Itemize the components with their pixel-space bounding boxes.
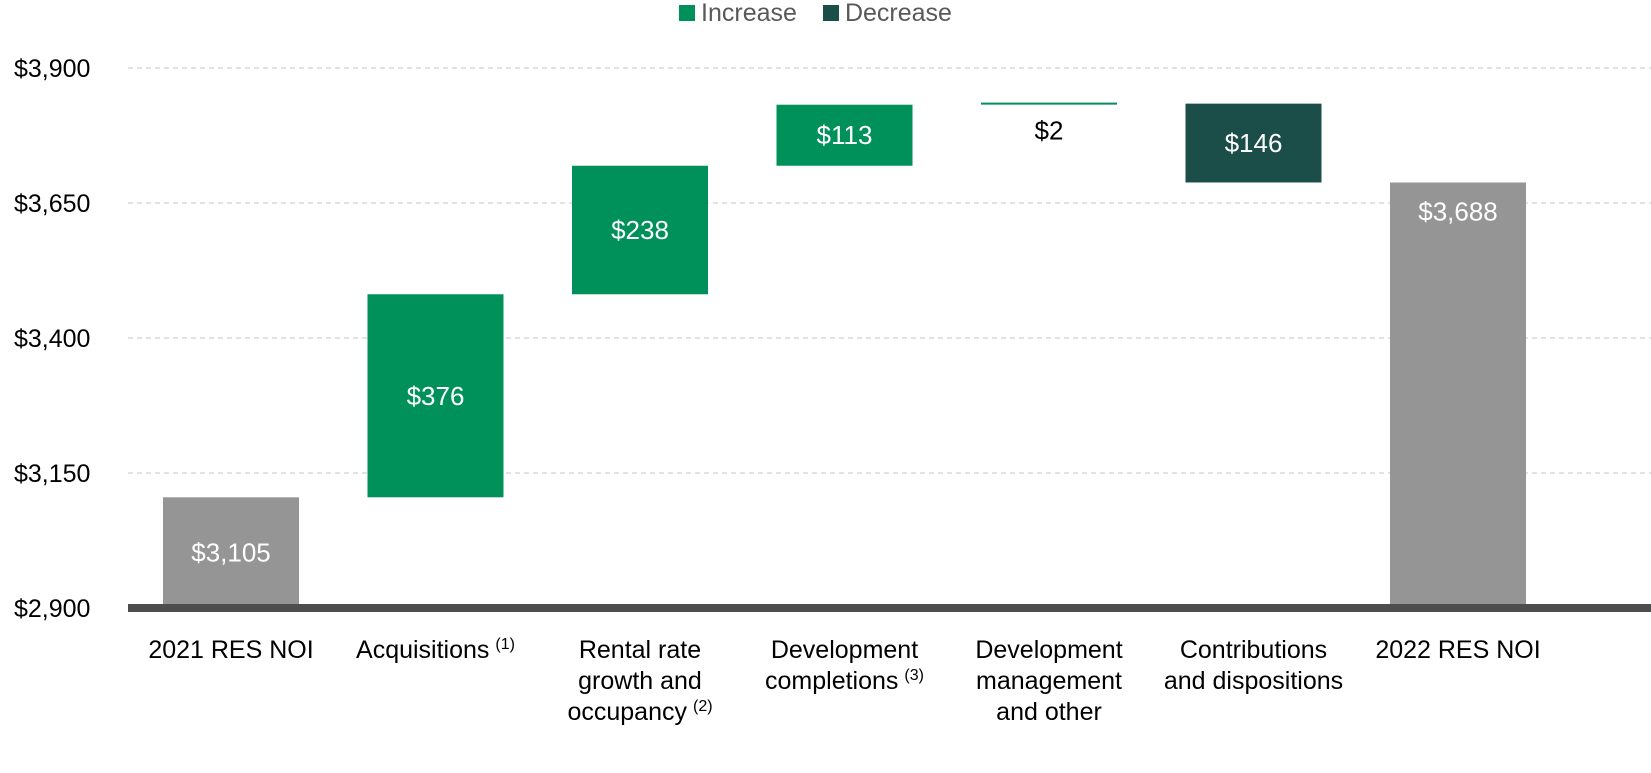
bar-decrease — [1185, 103, 1322, 183]
y-tick-label: $3,650 — [14, 190, 90, 218]
bar-total — [163, 497, 299, 608]
bar-increase — [776, 104, 913, 166]
x-tick-label: 2022 RES NOI — [1375, 636, 1540, 664]
legend-swatch-decrease — [822, 5, 839, 21]
legend-item-decrease: Decrease — [822, 0, 952, 27]
y-tick-label: $3,400 — [14, 325, 90, 353]
data-label: $2 — [1035, 116, 1064, 146]
data-label: $3,688 — [1418, 196, 1498, 226]
x-tick-label: Development completions (3) — [765, 636, 924, 695]
data-label: $146 — [1225, 128, 1283, 158]
data-label: $3,105 — [191, 538, 271, 568]
bar-increase — [367, 294, 504, 498]
y-tick-label: $3,900 — [14, 55, 90, 83]
x-tick-label: Development management and other — [975, 636, 1122, 726]
y-tick-label: $3,150 — [14, 460, 90, 488]
data-label: $113 — [817, 120, 873, 150]
legend-item-increase: Increase — [679, 0, 797, 27]
x-tick-label: 2021 RES NOI — [148, 636, 313, 664]
legend-label-decrease: Decrease — [844, 0, 952, 27]
x-tick-label: Acquisitions (1) — [356, 636, 515, 664]
legend-label-increase: Increase — [701, 0, 797, 27]
y-tick-label: $2,900 — [14, 595, 90, 623]
x-tick-label: Rental rate growth and occupancy (2) — [567, 636, 712, 726]
data-label: $238 — [611, 215, 669, 245]
bar-total — [1390, 182, 1526, 609]
x-tick-label: Contributions and dispositions — [1164, 636, 1343, 695]
data-label: $376 — [407, 381, 465, 411]
legend-swatch-increase — [679, 5, 696, 21]
chart-legend: Increase Decrease — [0, 0, 1641, 26]
bar-increase — [572, 165, 708, 295]
